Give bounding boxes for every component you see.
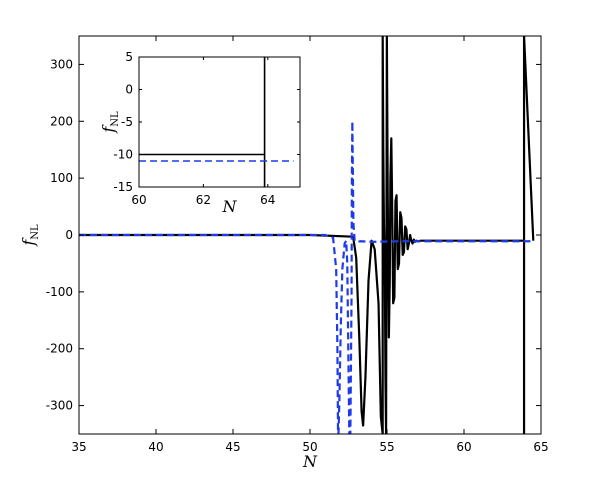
inset-x-axis-label: N — [222, 197, 238, 216]
main-x-tick-label: 45 — [225, 440, 240, 454]
main-y-axis-label: fNL — [19, 224, 41, 247]
main-y-axis-label-sub: NL — [30, 224, 41, 240]
main-y-tick-label: 0 — [65, 228, 73, 242]
main-x-tick-label: 55 — [379, 440, 394, 454]
inset-y-tick-label: -15 — [113, 180, 133, 194]
inset-plot-area — [139, 57, 300, 187]
inset-y-tick-label: 0 — [125, 83, 133, 97]
main-y-axis-label-base: f — [19, 237, 38, 247]
main-x-tick-label: 35 — [71, 440, 86, 454]
inset-x-tick-label: 60 — [131, 193, 146, 207]
inset-x-tick-label: 62 — [196, 193, 211, 207]
inset-series-group — [139, 57, 294, 187]
main-y-tick-label: -300 — [46, 399, 73, 413]
inset-y-axis-label: fNL — [99, 111, 121, 134]
inset-series-line-solid — [139, 57, 266, 187]
main-y-tick-label: -200 — [46, 342, 73, 356]
main-series-group — [79, 36, 535, 434]
main-y-tick-label: 100 — [50, 171, 73, 185]
inset-y-axis-label-sub: NL — [110, 111, 121, 127]
main-x-tick-label: 40 — [148, 440, 163, 454]
main-y-tick-label: 200 — [50, 114, 73, 128]
main-y-tick-label: 300 — [50, 57, 73, 71]
main-y-tick-label: -100 — [46, 285, 73, 299]
main-x-tick-label: 60 — [456, 440, 471, 454]
inset-y-tick-label: -5 — [121, 115, 133, 129]
inset-x-tick-label: 64 — [260, 193, 275, 207]
inset-y-tick-label: 5 — [125, 50, 133, 64]
inset-y-tick-label: -10 — [113, 148, 133, 162]
main-x-axis-label: N — [302, 452, 318, 471]
main-series-line-dashed — [79, 120, 534, 434]
main-x-tick-label: 50 — [302, 440, 317, 454]
inset-y-axis-label-base: f — [99, 124, 118, 134]
main-x-tick-label: 65 — [533, 440, 548, 454]
